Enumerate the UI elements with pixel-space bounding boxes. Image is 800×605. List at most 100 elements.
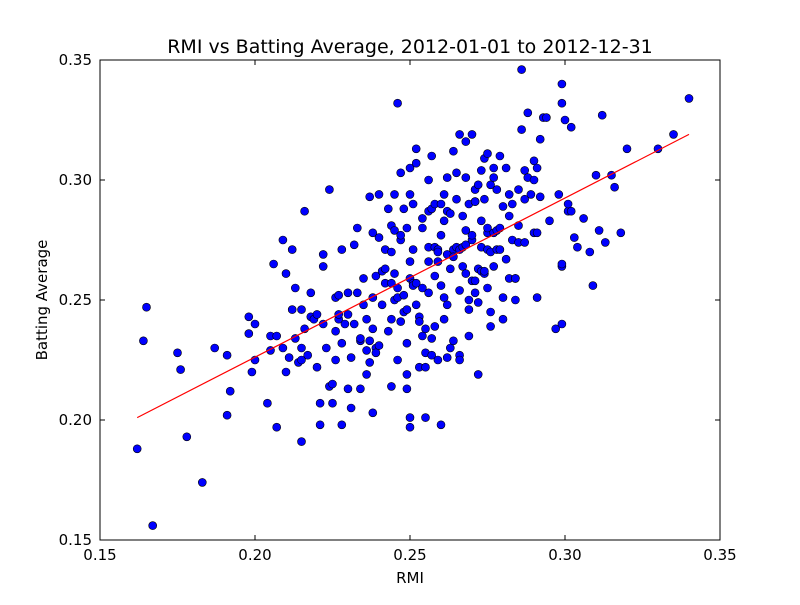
data-point: [225, 386, 235, 396]
data-point: [365, 358, 375, 367]
data-point: [290, 283, 300, 293]
data-point: [402, 338, 412, 348]
data-point: [535, 192, 545, 202]
data-point: [148, 521, 157, 530]
data-point: [244, 312, 254, 322]
data-point: [343, 310, 353, 319]
data-point: [318, 250, 328, 259]
data-point: [579, 214, 588, 223]
data-point: [424, 257, 433, 266]
x-tick-label: 0.25: [393, 546, 426, 564]
data-point: [594, 226, 604, 235]
data-point: [492, 185, 502, 194]
data-point: [142, 302, 151, 312]
data-point: [272, 331, 282, 341]
data-point: [405, 422, 415, 432]
data-point: [383, 204, 393, 214]
data-point: [281, 269, 291, 278]
data-point: [557, 98, 567, 108]
data-point: [368, 324, 378, 334]
chart-title: RMI vs Batting Average, 2012-01-01 to 20…: [167, 36, 653, 58]
data-point: [470, 276, 480, 286]
data-point: [356, 334, 365, 343]
data-point: [297, 343, 306, 353]
data-point: [464, 305, 474, 314]
data-point: [321, 343, 331, 353]
data-point: [445, 209, 455, 218]
data-point: [551, 324, 561, 334]
data-point: [616, 228, 626, 238]
data-point: [495, 151, 505, 161]
y-tick-label: 0.30: [59, 171, 92, 189]
data-point: [433, 355, 443, 365]
data-point: [464, 295, 474, 305]
data-point: [393, 355, 402, 365]
data-point: [442, 300, 452, 310]
data-point: [421, 362, 430, 372]
data-point: [139, 336, 148, 346]
data-point: [387, 382, 396, 391]
data-point: [414, 317, 424, 326]
data-point: [390, 190, 399, 199]
data-point: [436, 420, 446, 430]
data-point: [312, 362, 322, 372]
data-point: [545, 216, 554, 226]
data-point: [520, 166, 530, 175]
x-axis-label: RMI: [396, 569, 424, 587]
data-point: [439, 216, 449, 226]
data-point: [337, 338, 347, 348]
data-point: [455, 130, 464, 139]
data-point: [362, 346, 371, 355]
data-point: [405, 163, 415, 173]
data-point: [573, 242, 582, 252]
y-tick-label: 0.15: [59, 531, 92, 549]
data-point: [411, 300, 421, 310]
data-point: [303, 350, 313, 360]
data-point: [445, 264, 455, 274]
data-point: [483, 283, 492, 293]
data-point: [473, 370, 483, 379]
data-point: [684, 94, 694, 103]
y-tick-label: 0.20: [59, 411, 92, 429]
data-point: [424, 175, 433, 185]
data-point: [557, 79, 567, 89]
data-point: [461, 269, 471, 278]
data-point: [464, 331, 474, 341]
data-point: [433, 247, 443, 257]
data-point: [418, 331, 427, 341]
data-point: [306, 288, 316, 298]
data-point: [402, 223, 412, 233]
data-point: [284, 353, 294, 362]
data-point: [346, 403, 356, 413]
data-point: [222, 410, 232, 420]
data-point: [374, 190, 384, 199]
data-point: [362, 370, 371, 379]
data-point: [343, 384, 353, 394]
data-point: [411, 278, 421, 288]
x-tick-label: 0.30: [548, 546, 581, 564]
data-point: [405, 190, 415, 199]
data-point: [514, 185, 523, 194]
data-point: [461, 226, 471, 235]
data-point: [520, 194, 530, 204]
data-point: [442, 353, 452, 362]
data-point: [520, 238, 530, 247]
data-point: [396, 230, 406, 240]
data-point: [334, 290, 344, 300]
data-point: [430, 322, 440, 331]
data-point: [297, 305, 306, 314]
data-point: [526, 190, 536, 199]
data-point: [387, 247, 396, 257]
data-point: [390, 226, 399, 235]
data-point: [566, 206, 576, 216]
data-point: [182, 432, 192, 442]
data-point: [483, 223, 492, 233]
data-point: [380, 264, 390, 274]
data-point: [554, 190, 564, 199]
data-point: [421, 324, 430, 334]
data-point: [250, 319, 260, 329]
data-point: [449, 336, 458, 346]
data-point: [411, 158, 421, 168]
data-point: [473, 180, 483, 190]
